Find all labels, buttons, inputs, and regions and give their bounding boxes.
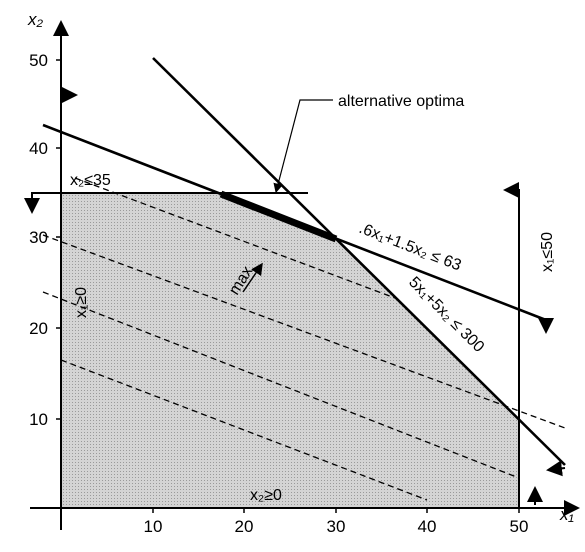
constraint-label: x₂≤35: [70, 172, 111, 189]
y-tick-label: 30: [29, 228, 48, 247]
x-tick-label: 30: [327, 517, 346, 536]
isoprofit-lines: [42, 177, 566, 501]
constraint-line-c5: [503, 182, 520, 508]
axis-label: x₁: [559, 505, 574, 524]
annotation: alternative optima: [338, 93, 464, 110]
ticks: [56, 59, 520, 513]
x-tick-label: 20: [235, 517, 254, 536]
x-tick-label: 10: [144, 517, 163, 536]
constraint-label: x₁≤50: [539, 232, 556, 272]
constraint-label: x₂≥0: [250, 487, 282, 504]
y-tick-label: 50: [29, 51, 48, 70]
max-arrow: [242, 262, 263, 293]
constraint-line-c1: [24, 192, 308, 214]
x-tick-label: 50: [510, 517, 529, 536]
constraint-line-c4: [152, 57, 566, 466]
y-tick-label: 10: [29, 410, 48, 429]
axis-label: x₂: [27, 10, 44, 29]
constraint-label: x₁≥0: [73, 287, 90, 318]
feasible-region: [61, 194, 519, 508]
alternative-optima-segment: [219, 190, 338, 243]
x-tick-label: 40: [418, 517, 437, 536]
y-tick-label: 40: [29, 139, 48, 158]
pointer: [273, 99, 333, 194]
y-tick-label: 20: [29, 319, 48, 338]
arrow: [546, 460, 566, 477]
